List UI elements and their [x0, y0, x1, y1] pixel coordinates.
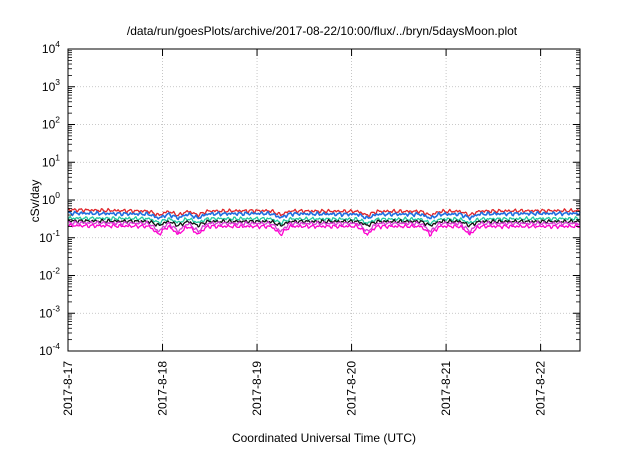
series-line [67, 220, 581, 235]
y-tick-label: 10-3 [39, 303, 60, 320]
y-tick-label: 100 [42, 190, 60, 207]
series-line [67, 223, 581, 237]
series-line [67, 210, 581, 221]
series-line [67, 207, 581, 218]
y-tick-label: 104 [42, 39, 60, 56]
x-axis-label: Coordinated Universal Time (UTC) [232, 431, 416, 445]
x-tick-label: 2017-8-22 [534, 361, 548, 416]
x-tick-label: 2017-8-17 [61, 361, 75, 416]
series-lines [67, 207, 581, 237]
axis-ticks [67, 48, 580, 352]
chart-title: /data/run/goesPlots/archive/2017-08-22/1… [127, 24, 518, 38]
y-tick-label: 10-2 [39, 266, 60, 283]
x-tick-label: 2017-8-19 [250, 361, 264, 416]
y-tick-labels: 104 103 102 101 100 10-1 10-2 10-3 10-4 [39, 39, 60, 358]
series-line [67, 215, 581, 226]
x-tick-label: 2017-8-18 [156, 361, 170, 416]
grid-lines [68, 49, 580, 351]
x-tick-labels: 2017-8-17 2017-8-18 2017-8-19 2017-8-20 2017… [61, 361, 548, 416]
y-tick-label: 10-4 [39, 341, 60, 358]
y-tick-label: 101 [42, 152, 60, 169]
y-tick-label: 102 [42, 115, 60, 132]
y-axis-label: cSv/day [28, 180, 42, 223]
y-tick-label: 103 [42, 77, 60, 94]
x-tick-label: 2017-8-21 [439, 361, 453, 416]
y-tick-label: 10-1 [39, 228, 60, 245]
x-tick-label: 2017-8-20 [345, 361, 359, 416]
